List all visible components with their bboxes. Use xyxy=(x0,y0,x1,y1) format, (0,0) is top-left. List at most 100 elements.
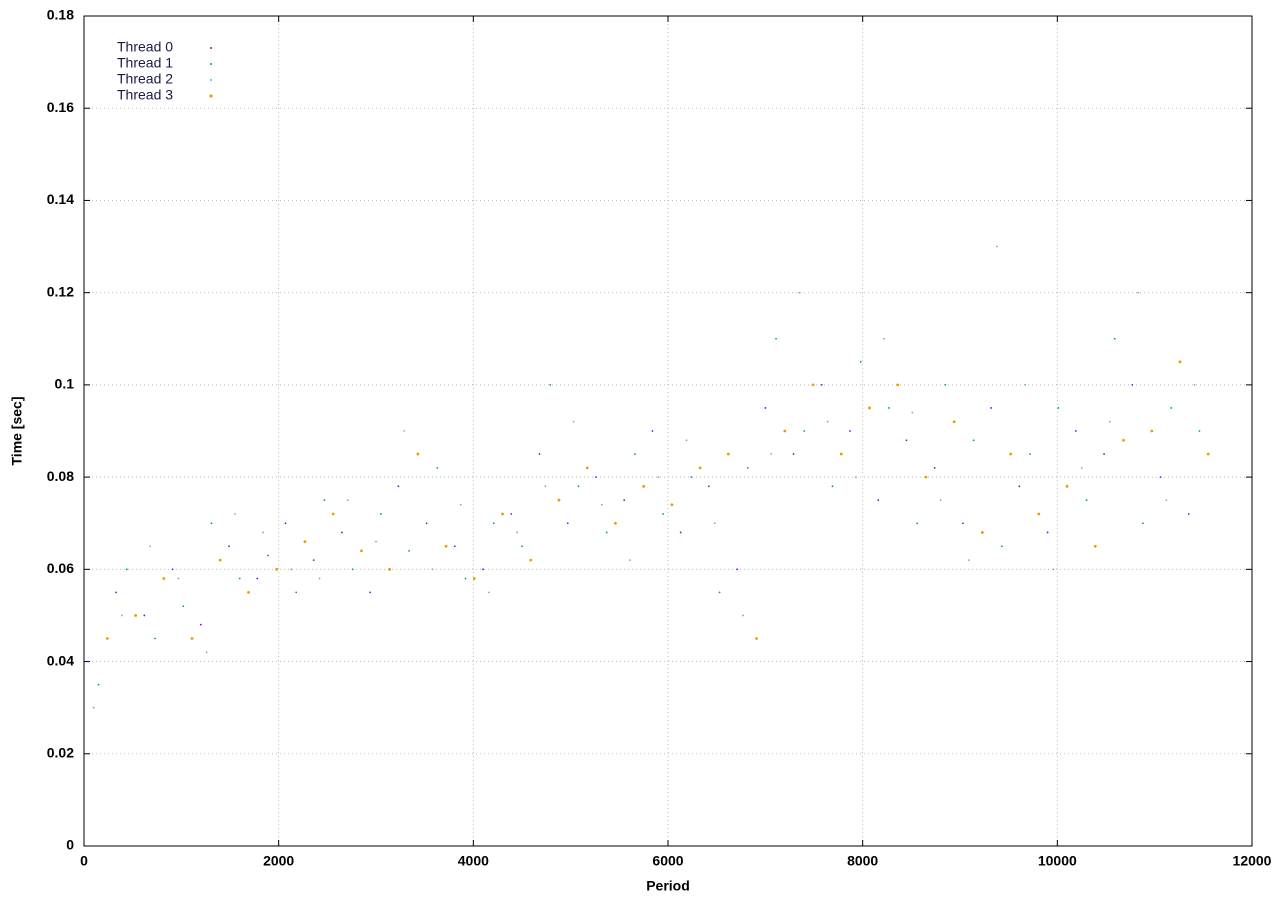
data-point xyxy=(218,558,222,562)
data-point xyxy=(662,513,665,515)
data-point xyxy=(105,637,109,640)
data-point xyxy=(538,453,541,455)
data-point xyxy=(290,568,293,571)
data-point xyxy=(826,420,829,423)
data-point xyxy=(1018,485,1021,488)
data-point xyxy=(755,637,758,640)
legend-marker xyxy=(210,47,212,49)
data-point xyxy=(388,567,392,571)
data-point xyxy=(1193,383,1196,386)
data-point xyxy=(403,430,406,432)
y-tick-label: 0.1 xyxy=(55,376,75,392)
data-point xyxy=(629,559,631,562)
y-tick-label: 0.08 xyxy=(47,468,74,484)
data-point xyxy=(1046,531,1049,534)
data-point xyxy=(482,568,484,571)
data-point xyxy=(1165,499,1168,502)
legend-marker xyxy=(209,94,213,98)
data-point xyxy=(572,420,575,423)
data-point xyxy=(642,484,646,488)
data-point xyxy=(379,513,382,515)
data-point xyxy=(670,503,674,507)
data-point xyxy=(177,577,180,580)
data-point xyxy=(783,429,787,433)
data-point xyxy=(896,383,900,387)
data-point xyxy=(849,430,851,432)
data-point xyxy=(267,554,269,557)
data-point xyxy=(1024,383,1027,386)
data-point xyxy=(1198,430,1201,432)
data-point xyxy=(690,476,693,479)
data-point xyxy=(726,452,730,456)
legend-label: Thread 1 xyxy=(117,55,173,71)
x-tick-label: 0 xyxy=(80,853,88,869)
data-point xyxy=(1150,429,1154,433)
data-point xyxy=(97,683,100,686)
plot-frame xyxy=(83,15,1253,847)
legend-label: Thread 0 xyxy=(117,39,173,55)
data-point xyxy=(464,577,467,580)
y-tick-label: 0 xyxy=(66,837,74,853)
data-point xyxy=(698,466,702,470)
data-point xyxy=(770,453,773,455)
data-point xyxy=(233,513,236,515)
data-point xyxy=(318,577,321,580)
x-tick-label: 4000 xyxy=(458,853,489,869)
data-point xyxy=(803,430,806,432)
legend-marker xyxy=(210,63,212,65)
x-tick-label: 12000 xyxy=(1233,853,1272,869)
y-tick-label: 0.04 xyxy=(47,652,74,668)
y-tick-label: 0.16 xyxy=(47,99,74,115)
y-tick-label: 0.12 xyxy=(47,283,74,299)
y-tick-label: 0.14 xyxy=(47,191,74,207)
data-point xyxy=(397,485,400,488)
data-point xyxy=(939,499,942,502)
data-point xyxy=(459,503,462,506)
data-point xyxy=(775,337,777,340)
data-point xyxy=(1206,452,1210,456)
data-point xyxy=(121,614,123,617)
x-tick-label: 2000 xyxy=(263,853,294,869)
data-point xyxy=(623,499,626,502)
data-point xyxy=(375,540,377,543)
data-point xyxy=(472,577,476,580)
data-point xyxy=(351,568,354,571)
data-point xyxy=(149,545,152,548)
data-point xyxy=(1085,499,1088,502)
data-point xyxy=(972,439,975,442)
data-point xyxy=(990,407,993,409)
data-point xyxy=(444,544,448,548)
data-point xyxy=(657,476,660,479)
data-point xyxy=(1074,430,1077,432)
data-point xyxy=(707,485,710,488)
data-point xyxy=(492,522,495,525)
data-point xyxy=(323,499,326,502)
data-point xyxy=(944,383,947,386)
data-point xyxy=(1009,452,1013,456)
data-point xyxy=(916,522,919,525)
x-tick-label: 8000 xyxy=(847,853,878,869)
data-point xyxy=(369,591,372,594)
data-point xyxy=(205,651,208,654)
data-point xyxy=(585,466,589,470)
data-point xyxy=(933,466,936,469)
data-point xyxy=(679,531,682,534)
data-point xyxy=(275,567,279,571)
data-point xyxy=(162,577,166,580)
y-axis-title: Time [sec] xyxy=(9,397,25,466)
data-point xyxy=(501,512,504,516)
data-point xyxy=(360,549,363,553)
data-point xyxy=(1137,291,1140,294)
data-point xyxy=(577,485,580,488)
data-point xyxy=(408,549,410,552)
data-point xyxy=(303,540,307,544)
data-point xyxy=(742,614,744,617)
data-point xyxy=(115,591,118,594)
legend-marker xyxy=(210,79,212,81)
data-point xyxy=(831,485,834,488)
data-point xyxy=(1170,407,1173,409)
data-point xyxy=(764,407,767,409)
data-point xyxy=(859,360,862,363)
data-point xyxy=(1178,360,1182,364)
